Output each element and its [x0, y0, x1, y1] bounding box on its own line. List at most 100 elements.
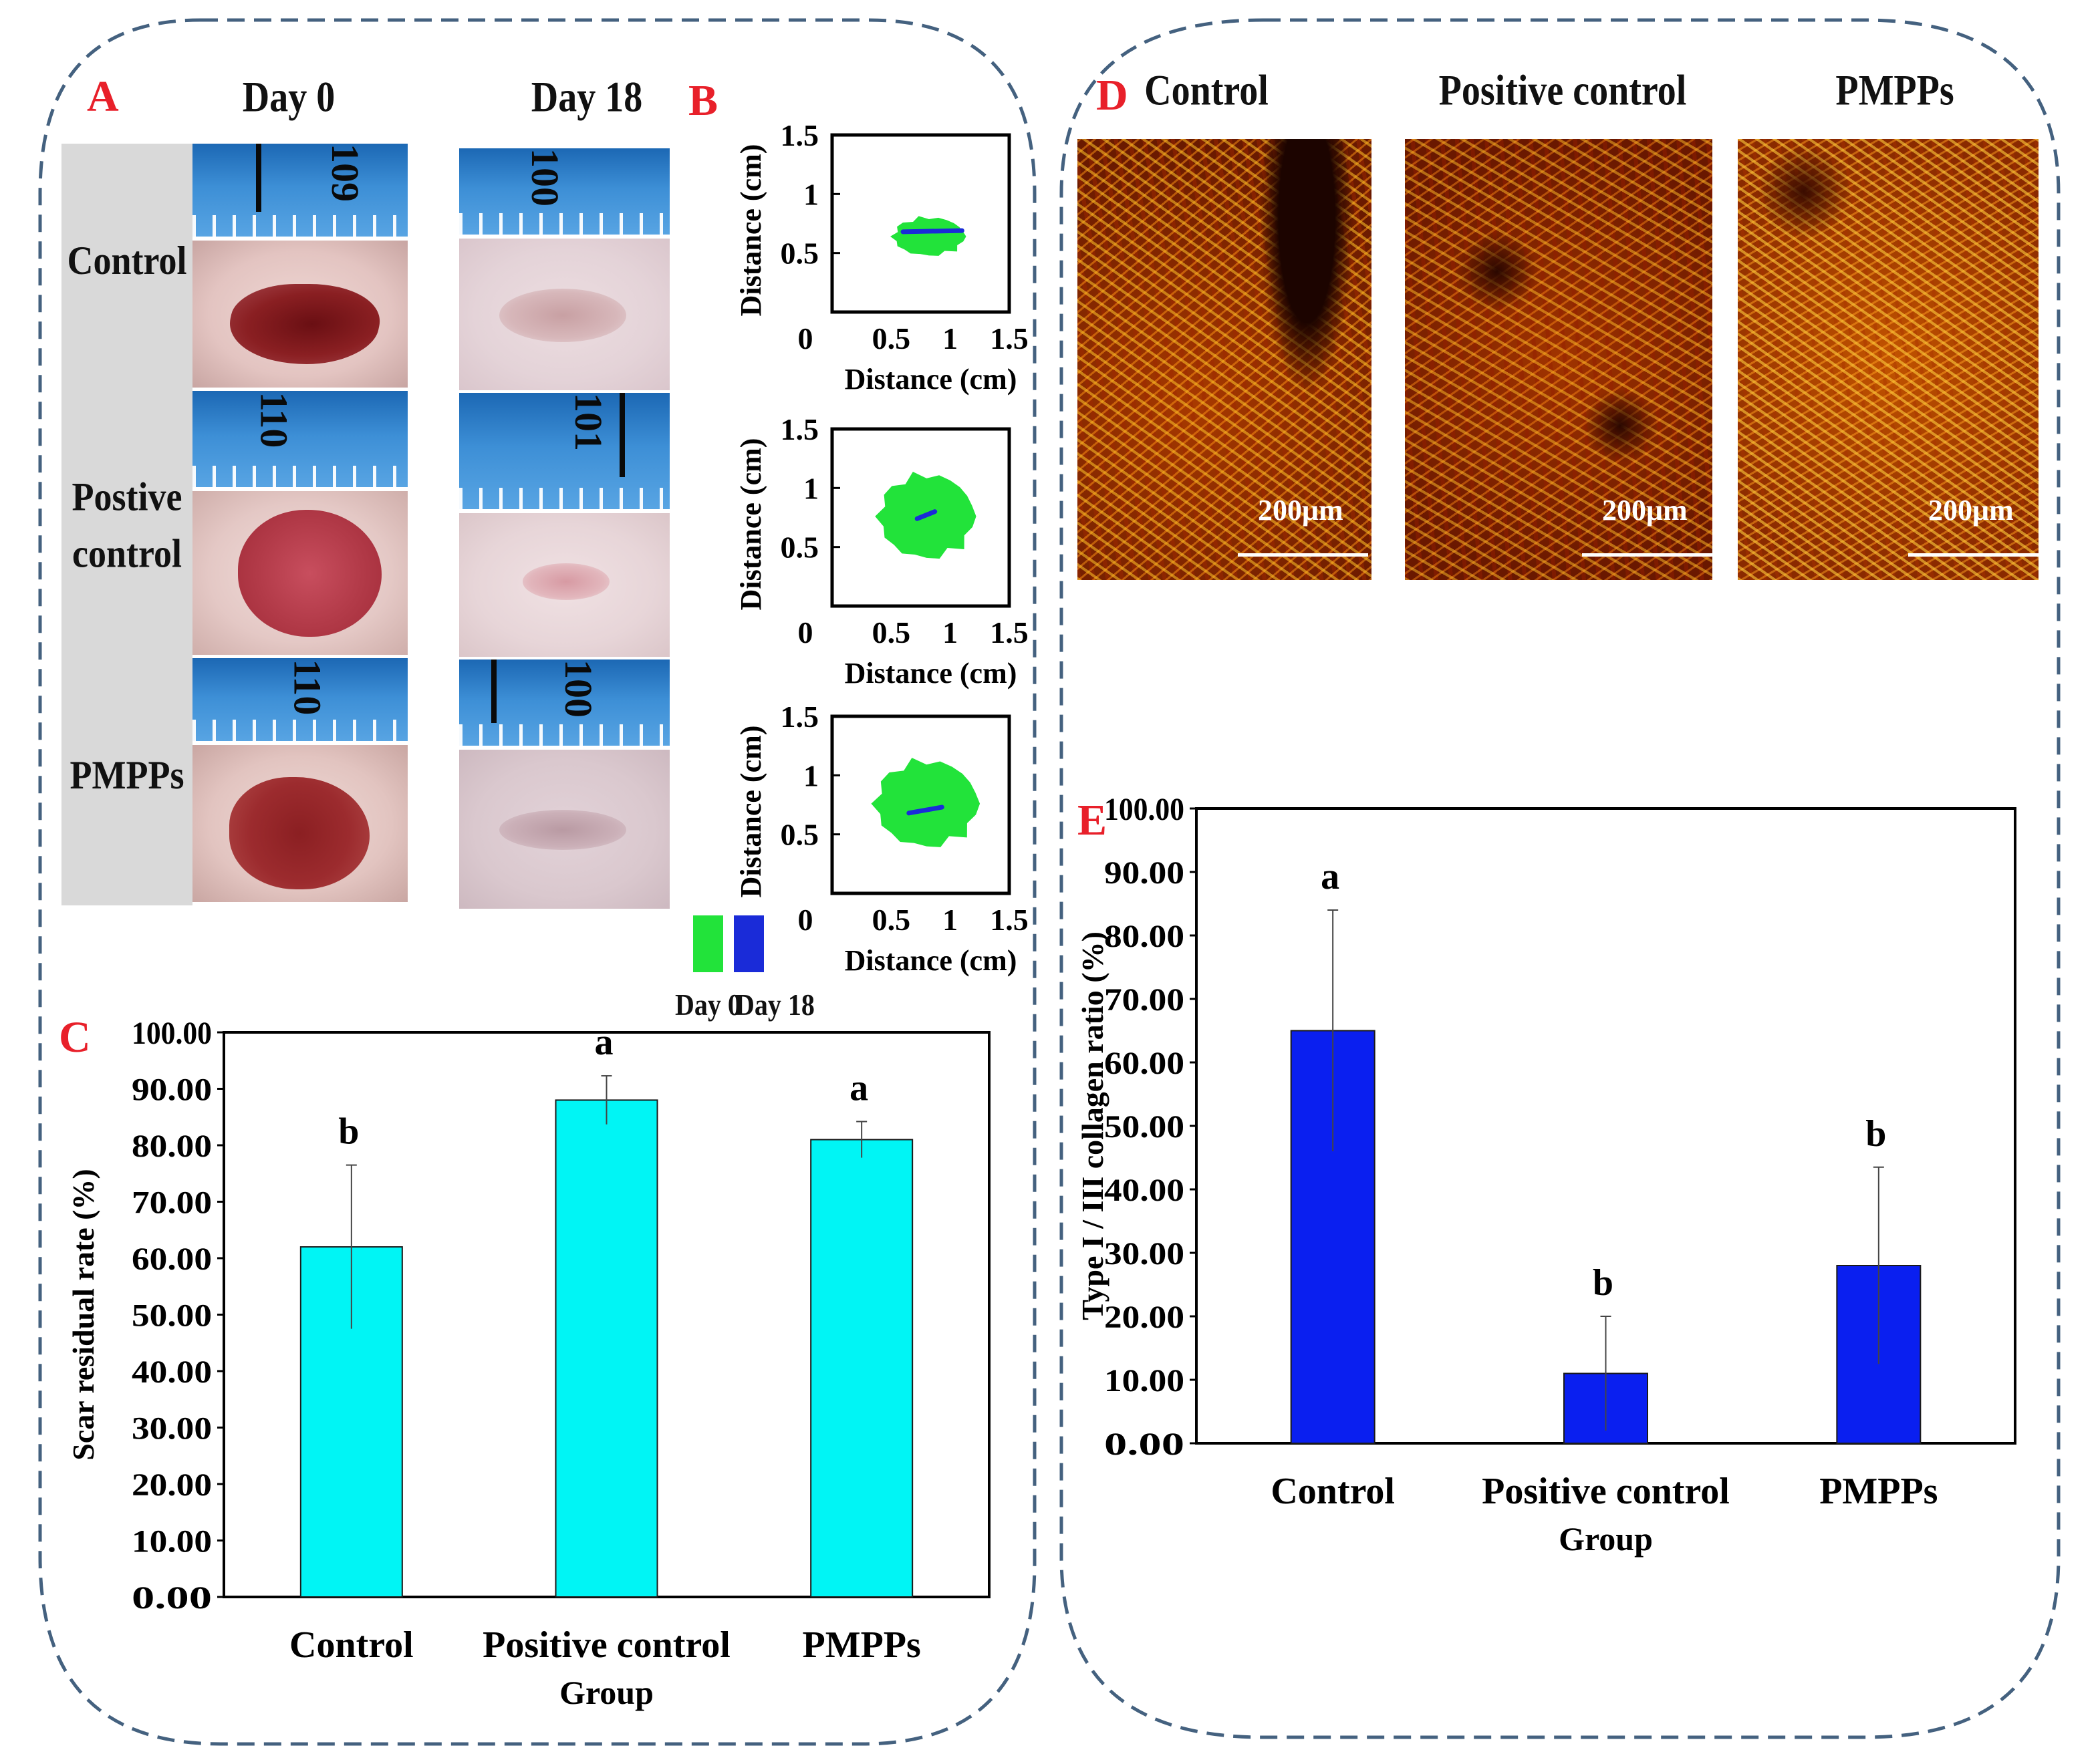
panel-b-letter: B — [688, 76, 718, 125]
x-tick-label: 0 — [798, 903, 813, 937]
y-tick-label: 1 — [803, 177, 819, 211]
x-tick-label: PMPPs — [1819, 1471, 1938, 1512]
bar — [810, 1139, 914, 1598]
x-tick-label: 1.5 — [990, 321, 1029, 355]
ruler-number: 101 — [567, 393, 610, 451]
photo-control-day0: 109 — [192, 144, 408, 388]
significance-letter: a — [1321, 856, 1339, 897]
panel-d-col-header-pmpps: PMPPs — [1835, 67, 1954, 115]
x-tick-label: 1 — [942, 321, 958, 355]
x-tick-label: 1.5 — [990, 615, 1029, 649]
ruler-number: 110 — [252, 392, 296, 448]
legend-swatch-day0 — [693, 915, 723, 972]
wound-area-day0 — [890, 216, 966, 256]
y-tick-label: 0.5 — [781, 237, 819, 271]
x-tick-label: 0.5 — [872, 903, 911, 937]
x-axis-label: Group — [559, 1674, 654, 1711]
panel-e-letter: E — [1077, 796, 1107, 845]
wound-area-day0 — [871, 758, 980, 847]
photo-positive-day18: 101 — [459, 393, 670, 657]
significance-letter: a — [595, 1022, 614, 1063]
wound-trace-day18 — [914, 509, 938, 521]
chart-b3: 0.5 1 1.5 0 0.5 1 1.5 Distance (cm) Distance (cm… — [735, 700, 1029, 977]
y-tick-label: 0.00 — [132, 1580, 212, 1616]
micrograph-pmpps: 200μm — [1738, 139, 2039, 580]
x-tick-label: 1.5 — [990, 903, 1029, 937]
y-tick-label: 1.5 — [781, 700, 819, 734]
x-tick-label: 1 — [942, 615, 958, 649]
photo-positive-day0: 110 — [192, 391, 408, 655]
x-tick-label: Control — [289, 1624, 414, 1666]
y-tick-label: 40.00 — [1104, 1173, 1184, 1208]
y-tick-label: 40.00 — [132, 1354, 212, 1390]
y-axis-label: Type I / III collagen ratio (%) — [1075, 931, 1109, 1320]
panel-c-letter: C — [59, 1013, 91, 1062]
x-tick-label: 0 — [798, 321, 813, 355]
x-axis-label: Distance (cm) — [845, 657, 1017, 690]
photo-control-day18: 100 — [459, 148, 670, 390]
panel-d-col-header-positive: Positive control — [1438, 67, 1687, 115]
row-label-pmpps: PMPPs — [70, 752, 184, 798]
y-tick-label: 60.00 — [1104, 1046, 1184, 1081]
x-tick-label: 0.5 — [872, 321, 911, 355]
y-tick-label: 50.00 — [132, 1298, 212, 1334]
chart-c: 0.00 10.00 20.00 30.00 40.00 50.00 60.00 70.00 8… — [66, 1016, 991, 1711]
y-tick-label: 1 — [803, 471, 819, 505]
ruler-number: 100 — [557, 659, 600, 718]
y-tick-label: 30.00 — [132, 1411, 212, 1447]
x-tick-label: Control — [1271, 1471, 1395, 1512]
y-tick-label: 70.00 — [1104, 982, 1184, 1018]
y-tick-label: 10.00 — [132, 1524, 212, 1560]
significance-letter: b — [338, 1111, 359, 1153]
y-tick-label: 50.00 — [1104, 1109, 1184, 1145]
ruler-number: 109 — [323, 144, 367, 202]
y-axis-label: Distance (cm) — [735, 726, 767, 898]
row-label-positive-control: Postive control — [72, 474, 182, 577]
panel-a-letter: A — [87, 72, 119, 121]
legend-label-day0: Day 0 — [675, 987, 741, 1022]
y-tick-label: 80.00 — [132, 1129, 212, 1164]
panel-d-col-header-control: Control — [1144, 67, 1269, 115]
y-tick-label: 90.00 — [132, 1072, 212, 1108]
y-tick-label: 20.00 — [1104, 1300, 1184, 1335]
legend-swatch-day18 — [734, 915, 764, 972]
chart-b2: 0.5 1 1.5 0 0.5 1 1.5 Distance (cm) Distance (cm… — [735, 412, 1029, 690]
chart-b1: 0.5 1 1.5 0 0.5 1 1.5 Distance (cm) Distance (cm… — [735, 118, 1029, 396]
scale-bar — [1908, 553, 2039, 557]
chart-e: 0.00 10.00 20.00 30.00 40.00 50.00 60.00 70.00 8… — [1075, 792, 2016, 1558]
scale-bar — [1238, 553, 1368, 557]
y-tick-label: 30.00 — [1104, 1236, 1184, 1272]
micrograph-control: 200μm — [1077, 139, 1371, 580]
y-tick-label: 0.5 — [781, 531, 819, 565]
scale-label: 200μm — [1258, 494, 1343, 527]
x-tick-label: Positive control — [483, 1624, 731, 1666]
y-tick-label: 80.00 — [1104, 919, 1184, 954]
scale-bar — [1582, 553, 1712, 557]
y-tick-label: 20.00 — [132, 1467, 212, 1503]
y-tick-label: 100.00 — [1104, 792, 1184, 827]
y-tick-label: 100.00 — [132, 1016, 212, 1051]
panel-a-col-header-day18: Day 18 — [531, 74, 643, 122]
y-axis-label: Distance (cm) — [735, 144, 767, 317]
wound-trace-day18 — [906, 804, 944, 816]
x-tick-label: Positive control — [1482, 1471, 1730, 1512]
y-axis-label: Distance (cm) — [735, 438, 767, 611]
y-tick-label: 0.5 — [781, 818, 819, 852]
y-tick-label: 60.00 — [132, 1241, 212, 1277]
panel-d-letter: D — [1096, 71, 1128, 120]
significance-letter: b — [1865, 1113, 1886, 1155]
x-tick-label: 0 — [798, 615, 813, 649]
x-axis-label: Group — [1559, 1520, 1653, 1558]
y-tick-label: 1.5 — [781, 118, 819, 152]
ruler-number: 110 — [285, 659, 330, 716]
y-tick-label: 10.00 — [1104, 1363, 1184, 1399]
y-tick-label: 0.00 — [1104, 1427, 1184, 1462]
scale-label: 200μm — [1602, 494, 1688, 527]
legend-label-day18: Day 18 — [735, 987, 815, 1022]
x-axis-label: Distance (cm) — [845, 944, 1017, 977]
x-axis-label: Distance (cm) — [845, 363, 1017, 396]
bar — [555, 1099, 658, 1598]
y-axis-label: Scar residual rate (%) — [66, 1169, 100, 1461]
